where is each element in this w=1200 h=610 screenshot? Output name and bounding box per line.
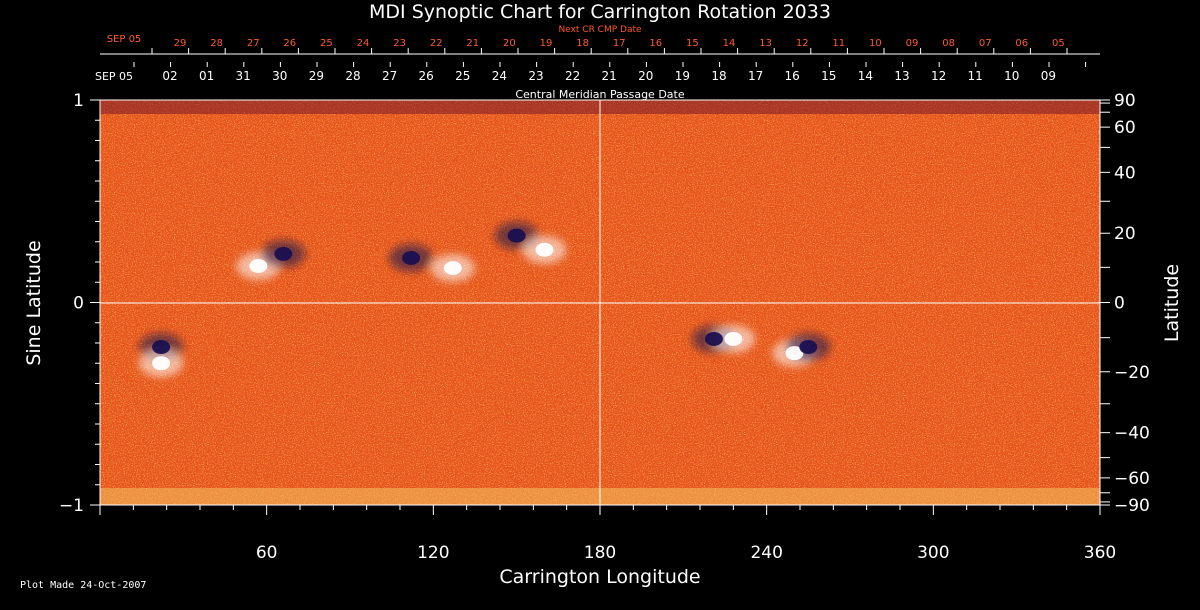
next-cr-date-label: 10 <box>869 38 882 49</box>
y-right-tick-label: 40 <box>1114 163 1136 183</box>
next-cr-date-label: 28 <box>210 38 223 49</box>
cmp-date-label: 12 <box>931 69 946 83</box>
active-region-core-negative <box>152 340 171 355</box>
next-cr-date-label: 17 <box>613 38 626 49</box>
next-cr-date-label: 12 <box>796 38 809 49</box>
active-region-core-positive <box>249 259 268 274</box>
y-left-tick-label: −1 <box>59 496 84 516</box>
cmp-date-label: 15 <box>821 69 836 83</box>
cmp-date-label: 19 <box>675 69 690 83</box>
x-axis: 60 120 180 240 300 360 <box>99 505 1116 563</box>
x-tick-label: 360 <box>1084 543 1116 563</box>
next-cr-date-label: 26 <box>283 38 296 49</box>
next-cr-date-label: 27 <box>247 38 260 49</box>
y-right-tick-label: 20 <box>1114 224 1136 244</box>
y-right-tick-label: 60 <box>1114 118 1136 138</box>
y-axis-right: 90 60 40 20 0 −20 −40 −60 −90 <box>1099 91 1150 516</box>
cmp-date-label: 30 <box>272 69 287 83</box>
next-cr-date-label: 09 <box>906 38 919 49</box>
chart-title: MDI Synoptic Chart for Carrington Rotati… <box>369 1 831 23</box>
x-tick-label: 240 <box>750 543 782 563</box>
cmp-date-label: 18 <box>711 69 726 83</box>
next-cr-start-label: SEP 05 <box>107 34 142 45</box>
cmp-date-label: 31 <box>236 69 251 83</box>
cmp-date-label: 21 <box>602 69 617 83</box>
active-region-cores <box>152 228 818 371</box>
cmp-date-label: 14 <box>858 69 873 83</box>
cmp-date-label: 29 <box>309 69 324 83</box>
next-cr-date-label: 08 <box>942 38 955 49</box>
y-right-tick-label: −20 <box>1114 363 1150 383</box>
cmp-date-label: 16 <box>785 69 800 83</box>
next-cr-date-label: 21 <box>466 38 479 49</box>
next-cr-date-label: 29 <box>174 38 187 49</box>
next-cr-date-label: 22 <box>430 38 443 49</box>
next-cr-date-label: 06 <box>1015 38 1028 49</box>
cmp-date-label: 26 <box>419 69 434 83</box>
next-cr-date-label: 18 <box>576 38 589 49</box>
next-cr-date-label: 13 <box>759 38 772 49</box>
cmp-date-label: 02 <box>162 69 177 83</box>
active-region-core-negative <box>402 250 421 265</box>
active-region-core-positive <box>724 331 743 346</box>
next-cr-date-label: 19 <box>540 38 553 49</box>
y-axis-left: 1 0 −1 <box>59 91 100 516</box>
next-cr-date-label: 05 <box>1052 38 1065 49</box>
cmp-date-label: 09 <box>1041 69 1056 83</box>
next-cr-date-label: 11 <box>832 38 845 49</box>
next-cr-date-label: 24 <box>357 38 370 49</box>
y-left-tick-label: 1 <box>73 91 84 111</box>
x-axis-label: Carrington Longitude <box>499 566 700 588</box>
cmp-date-label: 24 <box>492 69 507 83</box>
y-right-tick-label: 90 <box>1114 91 1136 111</box>
cmp-date-axis: Central Meridian Passage Date SEP 05 02 01… <box>95 62 1100 101</box>
next-cr-date-label: 07 <box>979 38 992 49</box>
active-region-core-positive <box>443 261 462 276</box>
x-tick-label: 120 <box>417 543 449 563</box>
cmp-date-label: 27 <box>382 69 397 83</box>
next-cr-label: Next CR CMP Date <box>558 25 642 35</box>
cmp-date-label: 10 <box>1004 69 1019 83</box>
x-tick-label: 60 <box>256 543 278 563</box>
active-region-core-positive <box>152 356 171 371</box>
cmp-date-label: 01 <box>199 69 214 83</box>
next-cr-date-label: 15 <box>686 38 699 49</box>
y-right-tick-label: 0 <box>1114 294 1125 314</box>
y-right-tick-label: −60 <box>1114 469 1150 489</box>
next-cr-date-label: 14 <box>723 38 736 49</box>
cmp-date-label: 13 <box>894 69 909 83</box>
cmp-axis-label: Central Meridian Passage Date <box>515 88 684 101</box>
y-axis-right-label: Latitude <box>1161 264 1183 342</box>
cmp-date-label: 28 <box>345 69 360 83</box>
y-right-tick-label: −40 <box>1114 424 1150 444</box>
active-region-core-negative <box>799 340 818 355</box>
cmp-date-label: 17 <box>748 69 763 83</box>
y-axis-left-label: Sine Latitude <box>23 240 45 365</box>
magnetogram <box>99 99 1101 506</box>
active-region-core-negative <box>507 228 526 243</box>
active-region-core-negative <box>274 246 293 261</box>
next-cr-date-label: 23 <box>393 38 406 49</box>
cmp-date-label: 22 <box>565 69 580 83</box>
next-cr-date-label: 25 <box>320 38 333 49</box>
next-cr-date-label: 16 <box>649 38 662 49</box>
y-right-tick-label: −90 <box>1114 496 1150 516</box>
y-left-tick-label: 0 <box>73 294 84 314</box>
active-region-core-positive <box>785 346 804 361</box>
x-tick-label: 300 <box>917 543 949 563</box>
x-tick-label: 180 <box>584 543 616 563</box>
cmp-start-label: SEP 05 <box>95 70 133 83</box>
cmp-date-label: 11 <box>968 69 983 83</box>
plot-made-footer: Plot Made 24-Oct-2007 <box>20 580 147 591</box>
next-cr-date-label: 20 <box>503 38 516 49</box>
active-region-core-negative <box>704 331 723 346</box>
cmp-date-label: 20 <box>638 69 653 83</box>
cmp-date-label: 23 <box>528 69 543 83</box>
active-region-core-positive <box>535 242 554 257</box>
next-cr-axis: Next CR CMP Date SEP 05 29 28 27 26 25 24 23 22 2… <box>100 25 1100 55</box>
cmp-date-label: 25 <box>455 69 470 83</box>
